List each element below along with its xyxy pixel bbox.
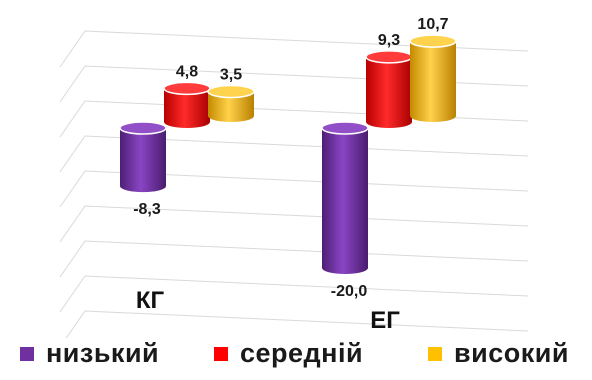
data-label-low-0: -8,3 <box>133 201 161 218</box>
legend-swatch-medium <box>214 346 228 361</box>
gridline <box>59 170 529 208</box>
category-labels: КГ ЕГ <box>136 287 400 334</box>
legend-label-medium: середній <box>240 338 364 368</box>
category-label-1: ЕГ <box>370 307 400 334</box>
chart-plot: -8,3 4,8 3,5 -20,0 9,3 10,7 КГ ЕГ <box>59 16 529 338</box>
legend-item-high: високий <box>428 338 569 369</box>
legend-swatch-high <box>428 346 442 361</box>
legend-swatch-low <box>20 346 34 361</box>
bar-medium-0 <box>163 81 211 128</box>
data-labels: -8,3 4,8 3,5 -20,0 9,3 10,7 <box>133 16 448 300</box>
bar-high-1 <box>409 34 457 122</box>
bar-high-0 <box>207 84 255 122</box>
gridline <box>59 65 529 103</box>
data-label-high-0: 3,5 <box>220 67 242 84</box>
legend-item-low: низький <box>20 338 159 369</box>
data-label-medium-0: 4,8 <box>176 63 198 80</box>
gridline <box>59 240 529 278</box>
legend-label-low: низький <box>46 338 160 368</box>
bar-low-0 <box>119 121 167 193</box>
gridline <box>59 205 529 243</box>
data-label-high-1: 10,7 <box>417 16 448 33</box>
bar-medium-1 <box>365 50 413 128</box>
legend: низький середній високий <box>0 338 592 378</box>
category-label-0: КГ <box>136 287 165 314</box>
gridline <box>59 275 529 313</box>
bars <box>119 34 457 274</box>
data-label-low-1: -20,0 <box>331 283 368 300</box>
legend-label-high: високий <box>454 338 569 368</box>
legend-item-medium: середній <box>214 338 363 369</box>
gridlines <box>59 30 529 338</box>
gridline <box>65 310 529 338</box>
bar-low-1 <box>321 121 369 274</box>
gridline <box>59 135 529 173</box>
gridline <box>59 30 529 68</box>
data-label-medium-1: 9,3 <box>378 32 400 49</box>
